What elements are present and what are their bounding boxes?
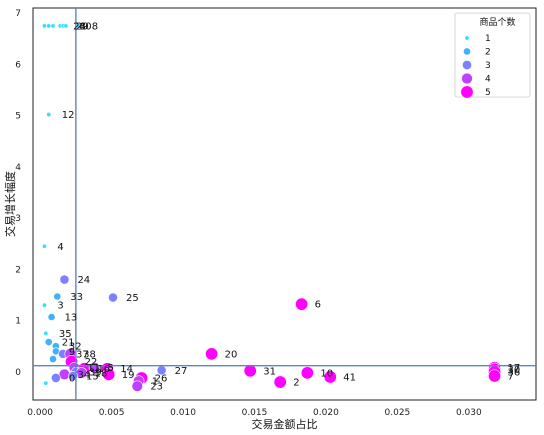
- data-point: [43, 380, 49, 386]
- point-label: 22: [85, 357, 98, 368]
- legend-label: 1: [485, 34, 491, 44]
- point-label: 14: [120, 364, 133, 375]
- legend-marker: [464, 35, 470, 41]
- data-point: [41, 302, 47, 308]
- data-point: [131, 380, 144, 392]
- data-point: [43, 330, 49, 336]
- point-label: 40: [79, 21, 92, 32]
- point-label: 36: [508, 367, 521, 378]
- data-point: [41, 23, 47, 29]
- data-point: [47, 313, 56, 321]
- data-point: [300, 366, 314, 380]
- point-label: 9: [69, 347, 75, 358]
- data-point: [50, 23, 56, 29]
- point-label: 8: [92, 21, 98, 32]
- data-point: [108, 292, 118, 303]
- y-tick-label: 2: [15, 265, 21, 275]
- data-point: [488, 369, 502, 383]
- y-tick-label: 5: [15, 112, 21, 122]
- point-label: 13: [65, 312, 78, 323]
- point-label: 25: [126, 293, 139, 304]
- point-label: 19: [122, 370, 135, 381]
- point-label: 2: [293, 378, 299, 389]
- y-tick-label: 1: [15, 317, 21, 327]
- point-label: 34: [77, 370, 90, 381]
- point-label: 18: [95, 368, 108, 379]
- legend-marker: [462, 60, 472, 70]
- y-tick-label: 0: [15, 368, 21, 378]
- x-tick-label: 0.015: [242, 408, 268, 418]
- plot-area: [32, 7, 537, 401]
- point-label: 37: [76, 349, 89, 360]
- x-axis-label: 交易金额占比: [252, 417, 318, 431]
- data-point: [59, 274, 70, 285]
- legend-marker: [461, 72, 473, 85]
- point-label: 6: [315, 300, 321, 311]
- point-label: 35: [59, 329, 72, 340]
- legend-marker: [460, 85, 474, 99]
- x-tick-label: 0.025: [385, 408, 411, 418]
- x-tick-label: 0.000: [27, 408, 53, 418]
- data-point: [53, 292, 62, 301]
- point-label: 20: [225, 349, 238, 360]
- point-label: 10: [320, 368, 333, 379]
- data-point: [63, 23, 69, 29]
- data-point: [46, 112, 52, 118]
- data-point: [41, 243, 47, 249]
- point-label: 41: [343, 372, 356, 383]
- legend-marker: [463, 47, 471, 56]
- point-label: 31: [263, 366, 276, 377]
- x-tick-label: 0.030: [456, 408, 482, 418]
- point-label: 5: [107, 363, 113, 374]
- legend-label: 2: [485, 48, 491, 58]
- point-label: 0: [69, 373, 75, 384]
- point-label: 3: [57, 301, 63, 312]
- y-tick-label: 4: [15, 163, 21, 173]
- point-label: 11: [87, 363, 100, 374]
- point-label: 28: [73, 21, 86, 32]
- point-label: 17: [508, 363, 521, 374]
- point-label: 21: [62, 338, 75, 349]
- point-label: 30: [508, 365, 521, 376]
- point-label: 15: [86, 371, 99, 382]
- data-point: [49, 355, 57, 363]
- data-point: [50, 373, 61, 383]
- data-point: [46, 23, 52, 29]
- y-axis-label: 交易增长幅度: [3, 171, 17, 237]
- point-label: 4: [57, 242, 63, 253]
- legend-label: 3: [485, 61, 491, 71]
- point-label: 1: [152, 377, 158, 388]
- data-point: [273, 375, 287, 389]
- legend-label: 4: [485, 75, 491, 85]
- y-tick-label: 7: [15, 9, 21, 19]
- data-point: [205, 347, 219, 361]
- x-tick-label: 0.010: [170, 408, 196, 418]
- legend-box: [454, 12, 531, 98]
- point-label: 26: [155, 373, 168, 384]
- data-point: [295, 297, 309, 311]
- point-label: 39: [89, 367, 102, 378]
- data-point: [44, 338, 53, 346]
- point-label: 29: [76, 21, 89, 32]
- data-point: [323, 370, 337, 384]
- point-label: 24: [77, 275, 90, 286]
- point-label: 33: [70, 292, 83, 303]
- point-label: 38: [83, 349, 96, 360]
- point-label: 16: [97, 364, 110, 375]
- point-label: 23: [150, 382, 163, 393]
- point-label: 32: [69, 342, 82, 353]
- point-label: 7: [508, 371, 514, 382]
- data-point: [102, 367, 116, 381]
- x-tick-label: 0.020: [313, 408, 339, 418]
- x-tick-label: 0.005: [99, 408, 125, 418]
- data-point: [243, 364, 257, 378]
- y-tick-label: 3: [15, 214, 21, 224]
- legend-label: 5: [485, 88, 491, 98]
- point-label: 12: [62, 110, 75, 121]
- point-label: 27: [175, 366, 188, 377]
- y-tick-label: 6: [15, 60, 21, 70]
- legend-title: 商品个数: [479, 16, 515, 28]
